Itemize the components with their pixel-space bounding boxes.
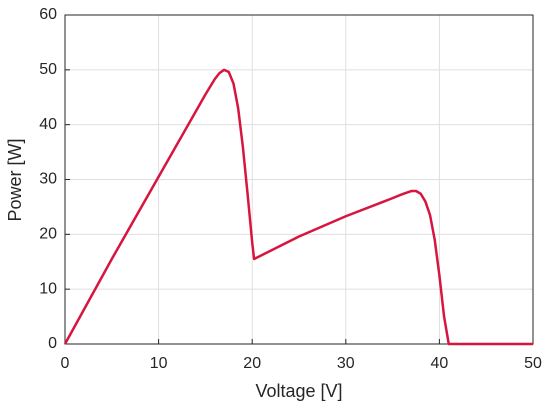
x-tick-label: 0: [61, 355, 70, 372]
y-tick-label: 10: [39, 280, 57, 297]
x-axis-label: Voltage [V]: [255, 381, 342, 401]
y-tick-label: 20: [39, 226, 57, 243]
y-tick-label: 30: [39, 171, 57, 188]
data-line: [63, 68, 533, 346]
y-tick-label: 40: [39, 116, 57, 133]
y-tick-label: 0: [48, 335, 57, 352]
y-tick-label: 60: [39, 6, 57, 23]
x-tick-label: 40: [431, 355, 449, 372]
x-tick-label: 10: [150, 355, 168, 372]
plot-frame: [64, 14, 534, 345]
x-tick-label: 50: [524, 355, 542, 372]
x-tick-label: 30: [337, 355, 355, 372]
y-axis-label: Power [W]: [5, 138, 25, 221]
y-tick-label: 50: [39, 61, 57, 78]
x-tick-label: 20: [243, 355, 261, 372]
